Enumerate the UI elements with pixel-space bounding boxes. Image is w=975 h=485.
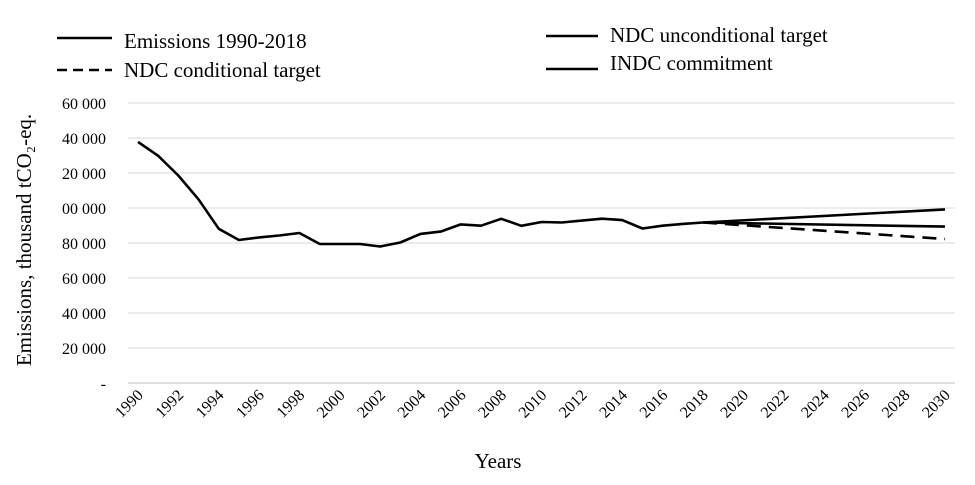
y-tick-label: 20 000 — [62, 166, 106, 183]
legend-label: INDC commitment — [610, 51, 773, 75]
legend-label: NDC conditional target — [124, 58, 321, 82]
y-tick-label: 20 000 — [62, 341, 106, 358]
legend-entry-ndc-unconditional: NDC unconditional target — [546, 23, 828, 47]
x-tick-label: 2026 — [838, 387, 873, 422]
y-tick-label: 00 000 — [62, 201, 106, 218]
legend-entry-emissions: Emissions 1990-2018 — [57, 29, 307, 53]
x-tick-label: 2022 — [758, 387, 793, 422]
x-tick-label: 2018 — [677, 387, 712, 422]
legend-entry-ndc-conditional: NDC conditional target — [57, 58, 321, 82]
series-line-ndc-conditional-target — [702, 221, 946, 241]
legend-entry-indc: INDC commitment — [546, 51, 773, 75]
series-line-indc-commitment — [702, 221, 946, 228]
x-tick-label: 2004 — [395, 387, 430, 422]
y-tick-label: 80 000 — [62, 236, 106, 253]
x-tick-label: 1998 — [274, 387, 309, 422]
x-tick-label: 2030 — [919, 387, 954, 422]
gridlines — [128, 102, 955, 384]
x-tick-label: 2014 — [596, 387, 631, 422]
x-axis-tick-labels: 1990 1992 1994 1996 1998 2000 2002 2004 2006 2008… — [112, 387, 954, 422]
y-tick-label: 60 000 — [62, 271, 106, 288]
series-lines — [137, 140, 946, 248]
legend-label: Emissions 1990-2018 — [124, 29, 307, 53]
x-tick-label: 1994 — [193, 387, 228, 422]
x-tick-label: 2010 — [516, 387, 551, 422]
x-tick-label: 2028 — [879, 387, 914, 422]
series-line-ndc-unconditional-target — [702, 208, 946, 224]
y-axis-tick-labels: - 20 000 40 000 60 000 80 000 00 000 20 000 40 … — [62, 96, 106, 393]
x-tick-label: 2012 — [556, 387, 591, 422]
y-tick-label: - — [101, 376, 106, 393]
x-tick-label: 2002 — [354, 387, 389, 422]
x-tick-label: 1992 — [153, 387, 188, 422]
x-tick-label: 2024 — [798, 387, 833, 422]
x-tick-label: 2020 — [717, 387, 752, 422]
x-tick-label: 1990 — [112, 387, 147, 422]
y-tick-label: 60 000 — [62, 96, 106, 113]
legend: Emissions 1990-2018 NDC conditional targ… — [57, 23, 828, 82]
y-axis-title: Emissions, thousand tCO₂-eq. — [12, 114, 36, 366]
x-tick-label: 1996 — [233, 387, 268, 422]
x-tick-label: 2008 — [475, 387, 510, 422]
x-axis-title: Years — [475, 449, 522, 473]
y-tick-label: 40 000 — [62, 131, 106, 148]
x-tick-label: 2006 — [435, 387, 470, 422]
x-tick-label: 2016 — [637, 387, 672, 422]
series-line-emissions-1990-2018 — [137, 140, 703, 248]
legend-label: NDC unconditional target — [610, 23, 828, 47]
y-tick-label: 40 000 — [62, 306, 106, 323]
x-tick-label: 2000 — [314, 387, 349, 422]
